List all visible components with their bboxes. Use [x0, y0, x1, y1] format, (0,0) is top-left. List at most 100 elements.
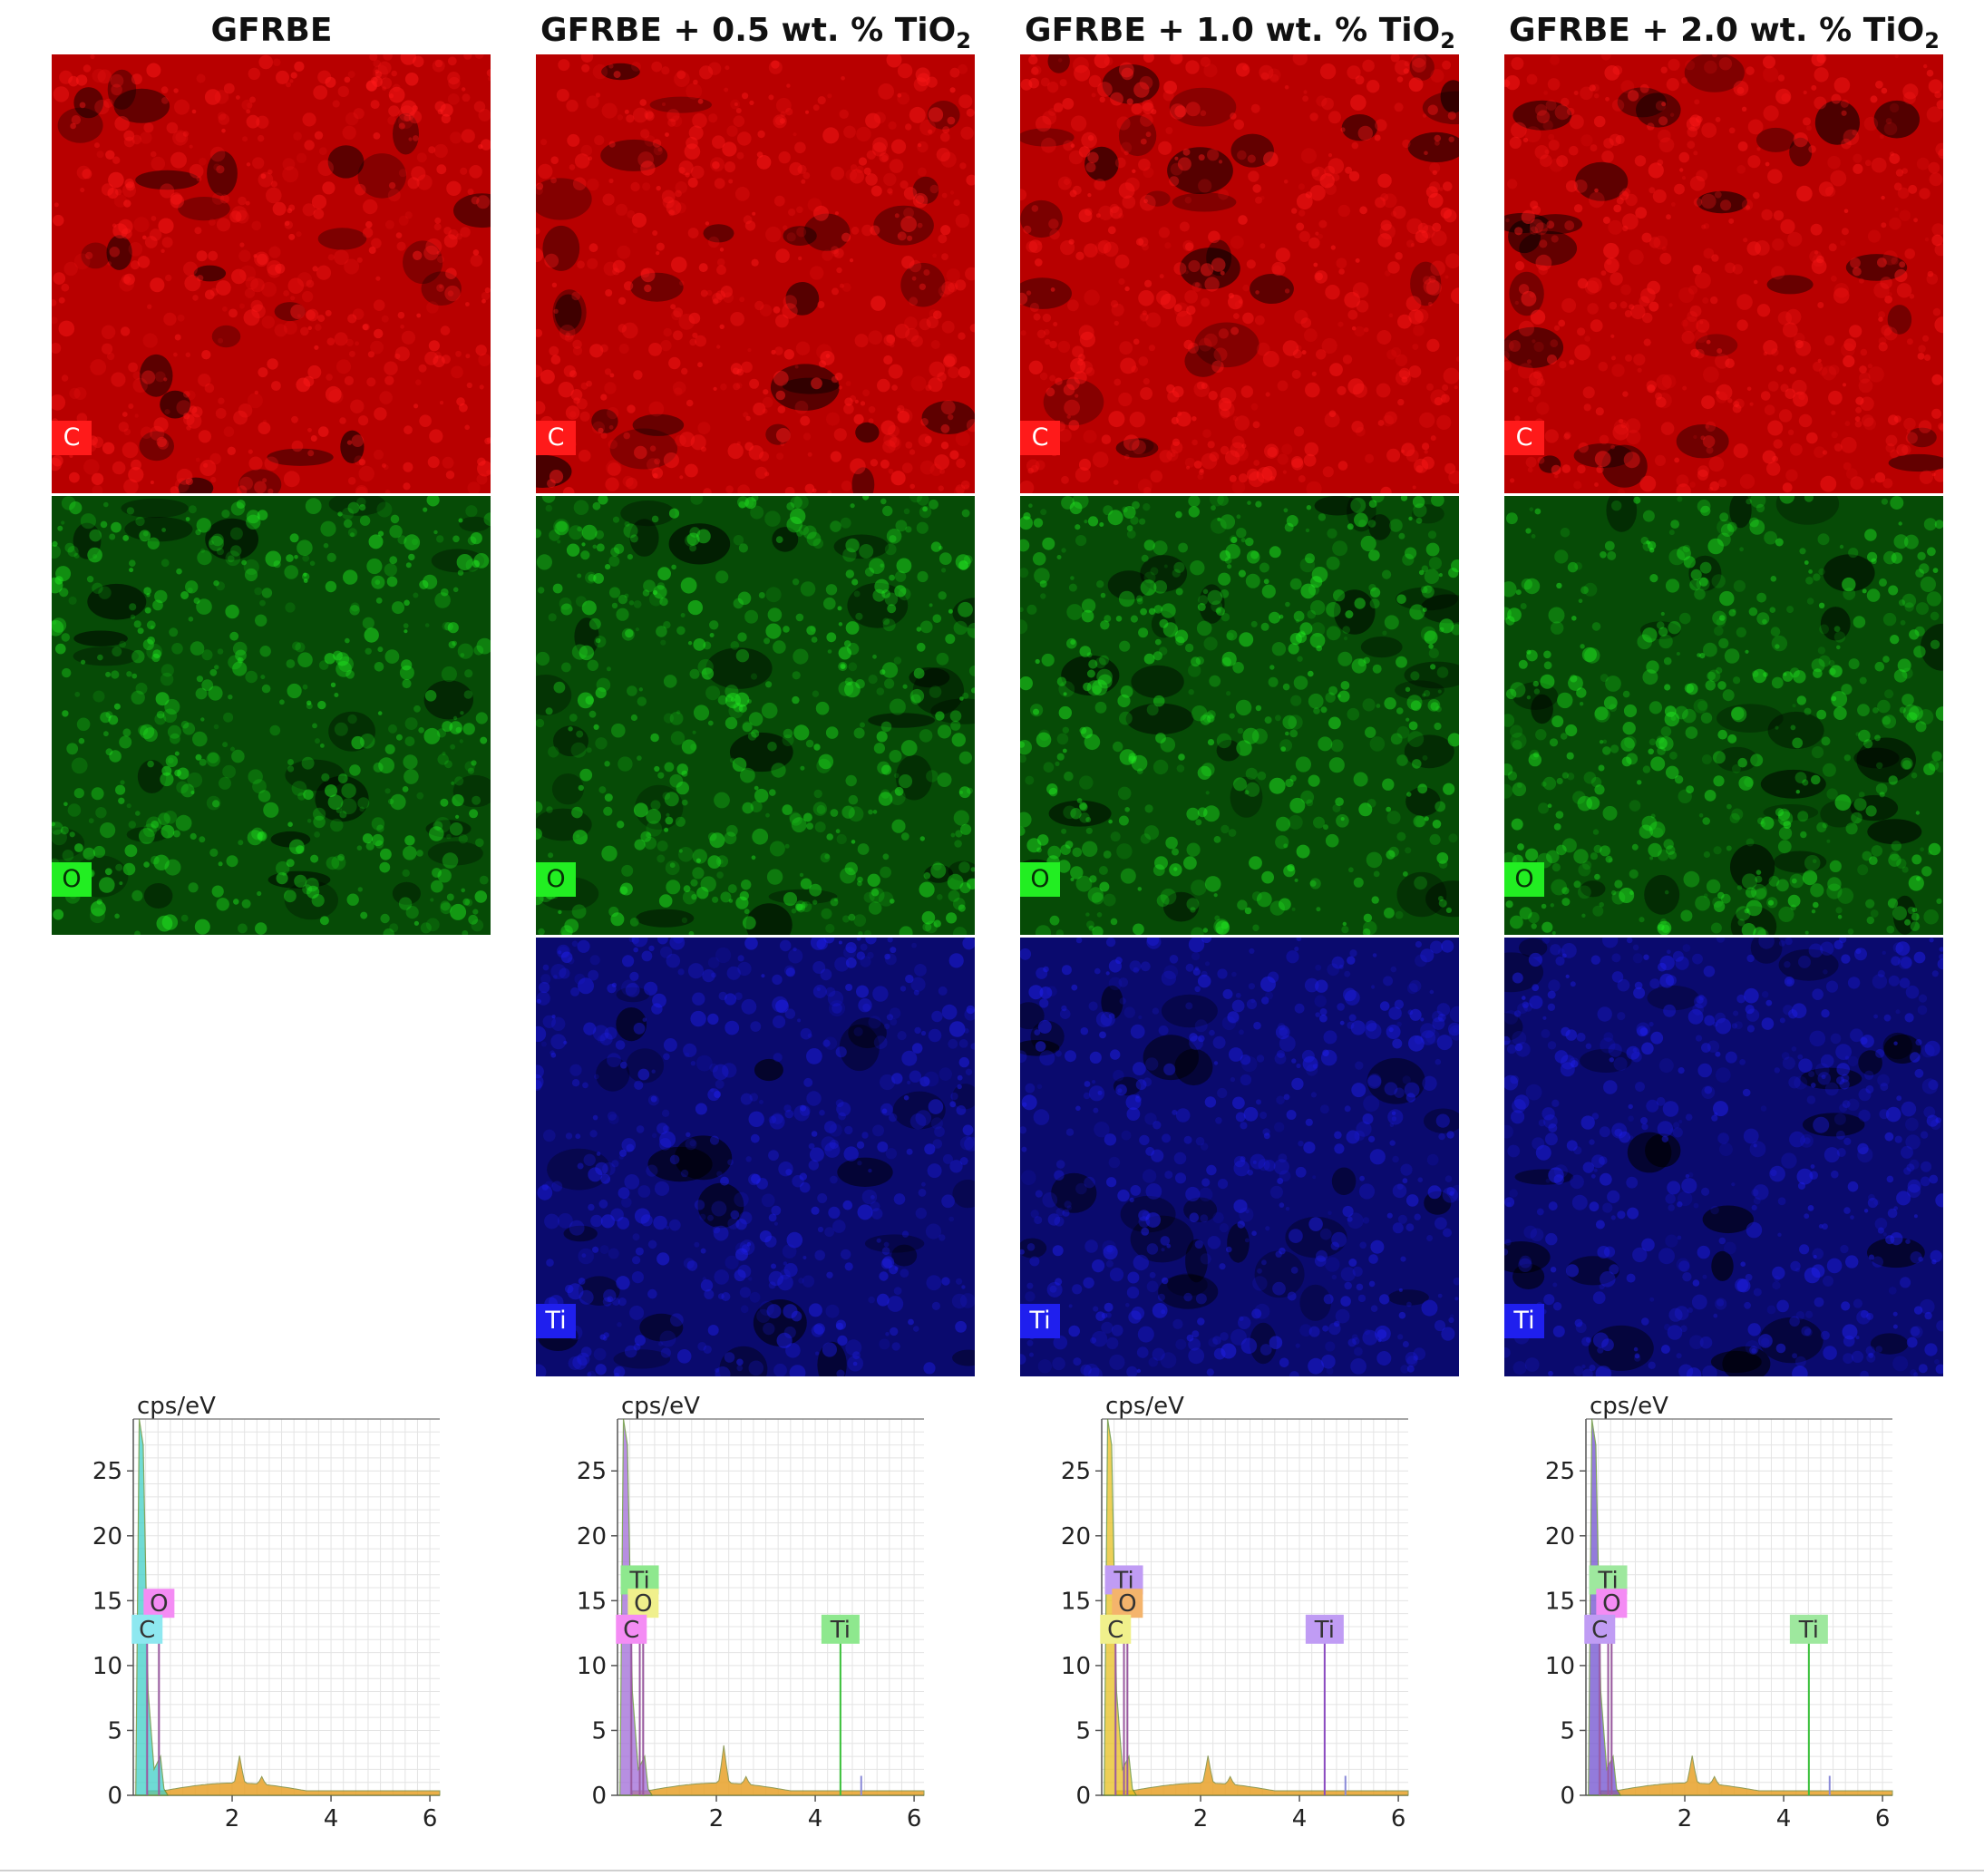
- element-label-c: C: [52, 421, 92, 455]
- element-label-c: C: [536, 421, 576, 455]
- x-tick-label: 4: [808, 1805, 823, 1832]
- x-tick-label: 4: [324, 1805, 339, 1832]
- peak-label: O: [1118, 1590, 1136, 1618]
- y-tick-label: 20: [1061, 1523, 1091, 1550]
- element-map-ti: Ti: [1504, 938, 1943, 1376]
- column-title-subscript: 2: [1440, 28, 1455, 54]
- element-map-c: C: [1504, 54, 1943, 493]
- element-label-c: C: [1504, 421, 1544, 455]
- eds-spectrum-4: 0 5 10 15 20 25 2 4 6 cps/eV Ti O C Ti: [1513, 1392, 1921, 1854]
- y-tick-label: 15: [577, 1588, 607, 1615]
- peak-label: Ti: [1113, 1567, 1133, 1594]
- element-map-image: [1020, 938, 1459, 1376]
- peak-label: Ti: [1314, 1617, 1335, 1644]
- y-tick-label: 5: [1075, 1717, 1091, 1745]
- bottom-divider: [0, 1870, 1984, 1871]
- peak-label: Ti: [628, 1567, 649, 1594]
- y-tick-label: 5: [1560, 1717, 1575, 1745]
- x-tick-label: 2: [1678, 1805, 1693, 1832]
- peak-label: Ti: [1798, 1617, 1819, 1644]
- element-map-c: C: [52, 54, 491, 493]
- y-tick-label: 10: [1061, 1653, 1091, 1680]
- y-tick-label: 25: [577, 1458, 607, 1485]
- y-tick-label: 0: [1560, 1783, 1575, 1810]
- element-map-ti: Ti: [1020, 938, 1459, 1376]
- y-tick-label: 25: [1545, 1458, 1575, 1485]
- element-label-ti: Ti: [1020, 1304, 1060, 1338]
- y-axis-label: cps/eV: [1105, 1393, 1184, 1420]
- x-tick-label: 2: [1193, 1805, 1209, 1832]
- column-title-subscript: 2: [1924, 28, 1940, 54]
- y-tick-label: 20: [577, 1523, 607, 1550]
- element-map-image: [1504, 54, 1943, 493]
- eds-spectrum-2: 0 5 10 15 20 25 2 4 6 cps/eV Ti O C Ti: [545, 1392, 953, 1854]
- x-tick-label: 2: [225, 1805, 240, 1832]
- element-label-c: C: [1020, 421, 1060, 455]
- y-tick-label: 5: [591, 1717, 607, 1745]
- peak-label: O: [1602, 1590, 1620, 1618]
- y-tick-label: 25: [92, 1458, 122, 1485]
- column-title-2: GFRBE + 0.5 wt. % TiO2: [509, 5, 1003, 56]
- y-tick-label: 10: [1545, 1653, 1575, 1680]
- element-label-ti: Ti: [536, 1304, 576, 1338]
- x-tick-label: 6: [1391, 1805, 1406, 1832]
- y-tick-label: 20: [1545, 1523, 1575, 1550]
- peak-label: O: [634, 1590, 652, 1618]
- element-map-ti: Ti: [536, 938, 975, 1376]
- column-title-subscript: 2: [956, 28, 971, 54]
- column-title-text: GFRBE + 1.0 wt. % TiO: [1025, 12, 1441, 49]
- peak-label: C: [1107, 1617, 1123, 1644]
- element-map-image: [536, 496, 975, 935]
- column-title-3: GFRBE + 1.0 wt. % TiO2: [993, 5, 1487, 56]
- y-axis-label: cps/eV: [621, 1393, 700, 1420]
- x-tick-label: 4: [1776, 1805, 1792, 1832]
- element-map-o: O: [536, 496, 975, 935]
- eds-spectrum-1: 0 5 10 15 20 25 2 4 6 cps/eV O C: [61, 1392, 469, 1854]
- peak-label: Ti: [1597, 1567, 1618, 1594]
- y-tick-label: 0: [1075, 1783, 1091, 1810]
- element-map-image: [1020, 54, 1459, 493]
- y-tick-label: 15: [92, 1588, 122, 1615]
- y-tick-label: 10: [92, 1653, 122, 1680]
- element-label-o: O: [1504, 862, 1544, 897]
- peak-label: C: [1591, 1617, 1608, 1644]
- column-title-text: GFRBE: [210, 12, 333, 49]
- y-tick-label: 10: [577, 1653, 607, 1680]
- peak-label: Ti: [830, 1617, 851, 1644]
- column-title-1: GFRBE: [24, 5, 519, 56]
- x-tick-label: 6: [907, 1805, 922, 1832]
- element-label-ti: Ti: [1504, 1304, 1544, 1338]
- peak-label: O: [150, 1590, 168, 1618]
- element-map-o: O: [1020, 496, 1459, 935]
- x-tick-label: 6: [1875, 1805, 1891, 1832]
- x-tick-label: 6: [423, 1805, 438, 1832]
- element-label-o: O: [52, 862, 92, 897]
- element-map-image: [1020, 496, 1459, 935]
- element-map-image: [1504, 938, 1943, 1376]
- peak-label: C: [139, 1617, 155, 1644]
- peak-label: C: [623, 1617, 639, 1644]
- y-axis-label: cps/eV: [1590, 1393, 1668, 1420]
- element-map-c: C: [536, 54, 975, 493]
- y-tick-label: 5: [107, 1717, 122, 1745]
- y-tick-label: 0: [107, 1783, 122, 1810]
- element-label-o: O: [1020, 862, 1060, 897]
- column-title-4: GFRBE + 2.0 wt. % TiO2: [1477, 5, 1971, 56]
- element-map-o: O: [52, 496, 491, 935]
- element-map-image: [52, 496, 491, 935]
- y-tick-label: 15: [1545, 1588, 1575, 1615]
- y-axis-label: cps/eV: [137, 1393, 216, 1420]
- element-map-image: [536, 54, 975, 493]
- y-tick-label: 20: [92, 1523, 122, 1550]
- x-tick-label: 4: [1292, 1805, 1308, 1832]
- element-map-image: [1504, 496, 1943, 935]
- column-title-text: GFRBE + 2.0 wt. % TiO: [1509, 12, 1925, 49]
- y-tick-label: 15: [1061, 1588, 1091, 1615]
- y-tick-label: 0: [591, 1783, 607, 1810]
- element-map-image: [536, 938, 975, 1376]
- y-tick-label: 25: [1061, 1458, 1091, 1485]
- element-map-c: C: [1020, 54, 1459, 493]
- element-map-image: [52, 54, 491, 493]
- element-label-o: O: [536, 862, 576, 897]
- x-tick-label: 2: [709, 1805, 725, 1832]
